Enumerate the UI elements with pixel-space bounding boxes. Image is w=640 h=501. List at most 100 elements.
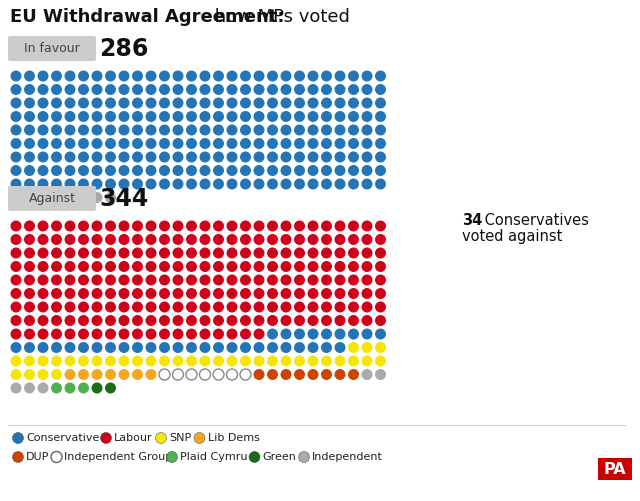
- Circle shape: [213, 111, 224, 122]
- Circle shape: [92, 247, 102, 259]
- Circle shape: [65, 302, 76, 313]
- Circle shape: [348, 342, 359, 353]
- Circle shape: [321, 247, 332, 259]
- Circle shape: [321, 234, 332, 245]
- Circle shape: [118, 275, 129, 286]
- Circle shape: [200, 261, 211, 272]
- Circle shape: [10, 151, 22, 162]
- Circle shape: [348, 302, 359, 313]
- Circle shape: [362, 261, 372, 272]
- Circle shape: [335, 275, 346, 286]
- Circle shape: [307, 342, 319, 353]
- Circle shape: [213, 261, 224, 272]
- Circle shape: [132, 329, 143, 340]
- Circle shape: [132, 178, 143, 189]
- Circle shape: [105, 111, 116, 122]
- Circle shape: [132, 151, 143, 162]
- Circle shape: [362, 84, 372, 95]
- Circle shape: [227, 342, 237, 353]
- Circle shape: [249, 451, 260, 462]
- Circle shape: [375, 342, 386, 353]
- Circle shape: [227, 369, 237, 380]
- Circle shape: [280, 369, 291, 380]
- Circle shape: [78, 220, 89, 231]
- Circle shape: [118, 329, 129, 340]
- Circle shape: [38, 342, 49, 353]
- Circle shape: [253, 111, 264, 122]
- Circle shape: [65, 234, 76, 245]
- Text: Lib Dems: Lib Dems: [207, 433, 259, 443]
- Circle shape: [348, 98, 359, 109]
- Circle shape: [38, 138, 49, 149]
- Circle shape: [240, 302, 251, 313]
- Circle shape: [348, 275, 359, 286]
- Circle shape: [132, 369, 143, 380]
- Circle shape: [280, 302, 291, 313]
- Circle shape: [298, 451, 310, 462]
- Circle shape: [10, 71, 22, 82]
- FancyBboxPatch shape: [598, 458, 632, 480]
- Circle shape: [348, 151, 359, 162]
- Circle shape: [24, 342, 35, 353]
- Circle shape: [200, 275, 211, 286]
- Circle shape: [38, 192, 49, 203]
- Circle shape: [65, 342, 76, 353]
- Circle shape: [10, 329, 22, 340]
- Circle shape: [321, 84, 332, 95]
- Circle shape: [105, 275, 116, 286]
- Circle shape: [92, 234, 102, 245]
- Circle shape: [375, 234, 386, 245]
- Circle shape: [280, 178, 291, 189]
- Circle shape: [348, 247, 359, 259]
- Circle shape: [335, 369, 346, 380]
- Circle shape: [92, 151, 102, 162]
- Circle shape: [92, 369, 102, 380]
- Circle shape: [375, 111, 386, 122]
- Circle shape: [280, 84, 291, 95]
- Circle shape: [159, 369, 170, 380]
- Circle shape: [362, 329, 372, 340]
- Circle shape: [267, 261, 278, 272]
- Circle shape: [321, 275, 332, 286]
- Circle shape: [240, 275, 251, 286]
- Circle shape: [186, 302, 197, 313]
- Circle shape: [307, 125, 319, 135]
- Circle shape: [173, 151, 184, 162]
- Circle shape: [65, 382, 76, 393]
- Circle shape: [24, 329, 35, 340]
- Circle shape: [92, 302, 102, 313]
- Circle shape: [321, 342, 332, 353]
- Circle shape: [51, 165, 62, 176]
- Circle shape: [253, 261, 264, 272]
- Circle shape: [227, 315, 237, 326]
- Circle shape: [348, 329, 359, 340]
- Circle shape: [38, 178, 49, 189]
- Circle shape: [145, 342, 157, 353]
- Circle shape: [253, 151, 264, 162]
- Circle shape: [362, 302, 372, 313]
- Circle shape: [280, 329, 291, 340]
- Circle shape: [10, 302, 22, 313]
- Circle shape: [173, 138, 184, 149]
- Circle shape: [65, 369, 76, 380]
- Circle shape: [321, 302, 332, 313]
- Circle shape: [335, 151, 346, 162]
- Circle shape: [24, 98, 35, 109]
- Circle shape: [10, 315, 22, 326]
- Circle shape: [51, 71, 62, 82]
- Circle shape: [335, 247, 346, 259]
- Circle shape: [24, 234, 35, 245]
- Circle shape: [78, 302, 89, 313]
- Circle shape: [173, 125, 184, 135]
- Circle shape: [227, 275, 237, 286]
- Circle shape: [307, 247, 319, 259]
- Circle shape: [10, 288, 22, 299]
- Circle shape: [65, 165, 76, 176]
- Circle shape: [38, 288, 49, 299]
- Circle shape: [186, 111, 197, 122]
- Circle shape: [240, 178, 251, 189]
- Circle shape: [294, 302, 305, 313]
- Circle shape: [65, 125, 76, 135]
- Circle shape: [227, 165, 237, 176]
- Circle shape: [240, 356, 251, 367]
